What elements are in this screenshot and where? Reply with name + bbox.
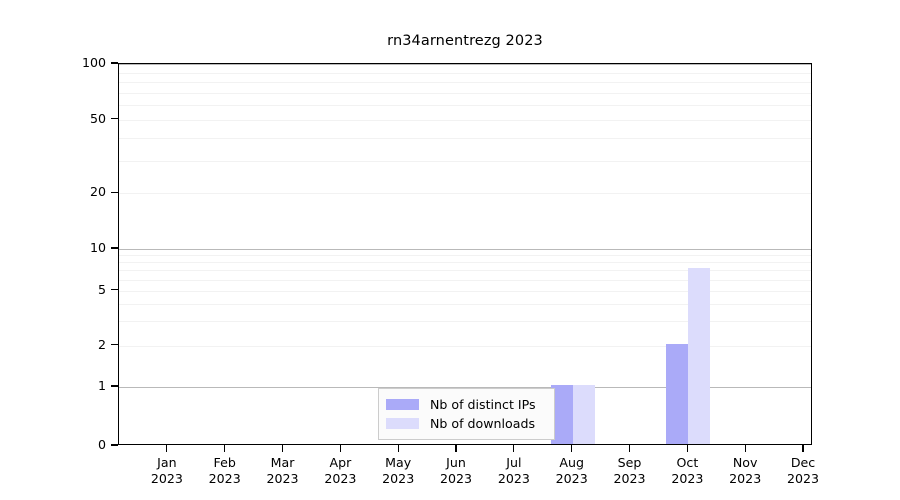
x-label-month: Dec	[790, 455, 816, 470]
x-label-year: 2023	[439, 470, 473, 486]
x-tick-Mar	[281, 445, 284, 452]
x-label-year: 2023	[266, 470, 299, 486]
x-label-year: 2023	[150, 470, 183, 486]
x-tick-label-Sep: Sep 2023	[595, 455, 665, 486]
x-label-month: Oct	[676, 455, 699, 470]
gridline-5	[119, 290, 811, 292]
x-label-month: Sep	[617, 455, 642, 470]
gridline-6	[119, 279, 811, 281]
gridline-60	[119, 105, 811, 106]
legend-label-distinct-ips: Nb of distinct IPs	[430, 397, 536, 412]
x-label-month: Jul	[506, 455, 522, 470]
x-tick-Jun	[455, 445, 457, 452]
gridline-100	[119, 64, 811, 65]
bar-aug-distinct-ips	[550, 385, 573, 444]
gridline-1	[119, 387, 811, 388]
gridline-9	[119, 255, 811, 257]
x-tick-label-Nov: Nov 2023	[710, 455, 780, 486]
gridline-50	[119, 119, 811, 121]
x-tick-Feb	[224, 445, 226, 452]
x-label-year: 2023	[786, 470, 820, 486]
x-tick-label-Dec: Dec 2023	[768, 455, 838, 486]
gridline-10	[119, 249, 811, 250]
gridline-20	[119, 193, 811, 195]
gridline-70	[119, 92, 811, 94]
gridline-2	[119, 345, 811, 347]
x-tick-Sep	[628, 445, 631, 452]
y-tick-5	[111, 288, 118, 291]
x-tick-label-Aug: Aug 2023	[537, 455, 607, 486]
y-tick-50	[111, 118, 118, 120]
y-tick-2	[111, 343, 118, 346]
x-tick-Oct	[686, 445, 688, 452]
chart-title: rn34arnentrezg 2023	[387, 33, 543, 49]
x-label-month: Feb	[213, 455, 236, 470]
legend-swatch-distinct-ips	[386, 399, 419, 410]
x-label-year: 2023	[613, 470, 646, 486]
x-label-year: 2023	[208, 470, 241, 486]
x-label-month: Apr	[329, 455, 352, 470]
y-tick-label-100: 100	[81, 55, 106, 70]
x-tick-Apr	[339, 445, 341, 452]
x-tick-label-Apr: Apr 2023	[305, 455, 375, 486]
legend-label-downloads: Nb of downloads	[430, 416, 536, 431]
x-tick-label-Oct: Oct 2023	[652, 455, 722, 486]
legend-swatch-downloads	[386, 418, 419, 429]
x-label-month: Mar	[270, 455, 295, 470]
plot-area	[118, 63, 812, 445]
x-tick-May	[397, 445, 399, 452]
y-tick-label-5: 5	[97, 281, 106, 297]
x-label-year: 2023	[382, 470, 415, 486]
bar-aug-downloads	[572, 385, 595, 444]
y-tick-10	[111, 247, 118, 249]
y-tick-20	[111, 191, 118, 193]
y-tick-1	[111, 385, 118, 387]
gridline-80	[119, 81, 811, 83]
gridline-90	[119, 72, 811, 74]
y-tick-label-20: 20	[89, 184, 106, 200]
y-tick-0	[111, 444, 118, 446]
x-tick-label-Feb: Feb 2023	[190, 455, 260, 486]
y-tick-label-10: 10	[89, 240, 106, 255]
bar-oct-downloads	[688, 268, 711, 444]
chart-legend: Nb of distinct IPs Nb of downloads	[378, 388, 555, 440]
gridline-30	[119, 160, 811, 162]
gridline-7	[119, 270, 811, 272]
x-tick-Dec	[802, 445, 804, 452]
y-tick-label-1: 1	[97, 378, 106, 393]
gridline-40	[119, 137, 811, 139]
x-tick-label-Jun: Jun 2023	[421, 455, 491, 486]
gridline-8	[119, 262, 811, 264]
legend-item-downloads: Nb of downloads	[386, 414, 546, 433]
x-tick-label-Jul: Jul 2023	[479, 455, 549, 486]
x-label-month: Jan	[157, 455, 177, 470]
y-tick-label-0: 0	[97, 437, 106, 452]
x-label-year: 2023	[324, 470, 357, 486]
y-tick-label-2: 2	[97, 336, 106, 352]
gridline-4	[119, 303, 811, 305]
x-tick-label-Mar: Mar 2023	[248, 455, 318, 486]
y-tick-label-50: 50	[89, 110, 106, 126]
x-tick-Jan	[166, 445, 168, 452]
x-label-month: Aug	[559, 455, 584, 470]
x-label-year: 2023	[555, 470, 588, 486]
x-label-month: Jun	[446, 455, 466, 470]
x-tick-Nov	[744, 445, 746, 452]
gridline-3	[119, 321, 811, 323]
x-label-year: 2023	[671, 470, 704, 486]
x-label-year: 2023	[729, 470, 762, 486]
x-tick-label-May: May 2023	[363, 455, 433, 486]
legend-item-distinct-ips: Nb of distinct IPs	[386, 395, 546, 414]
x-label-month: May	[385, 455, 412, 470]
y-tick-100	[111, 62, 118, 64]
x-tick-Jul	[513, 445, 515, 452]
x-label-year: 2023	[497, 470, 530, 486]
x-tick-Aug	[571, 445, 573, 452]
x-label-month: Nov	[732, 455, 758, 470]
bar-oct-distinct-ips	[666, 343, 689, 444]
x-tick-label-Jan: Jan 2023	[132, 455, 202, 486]
